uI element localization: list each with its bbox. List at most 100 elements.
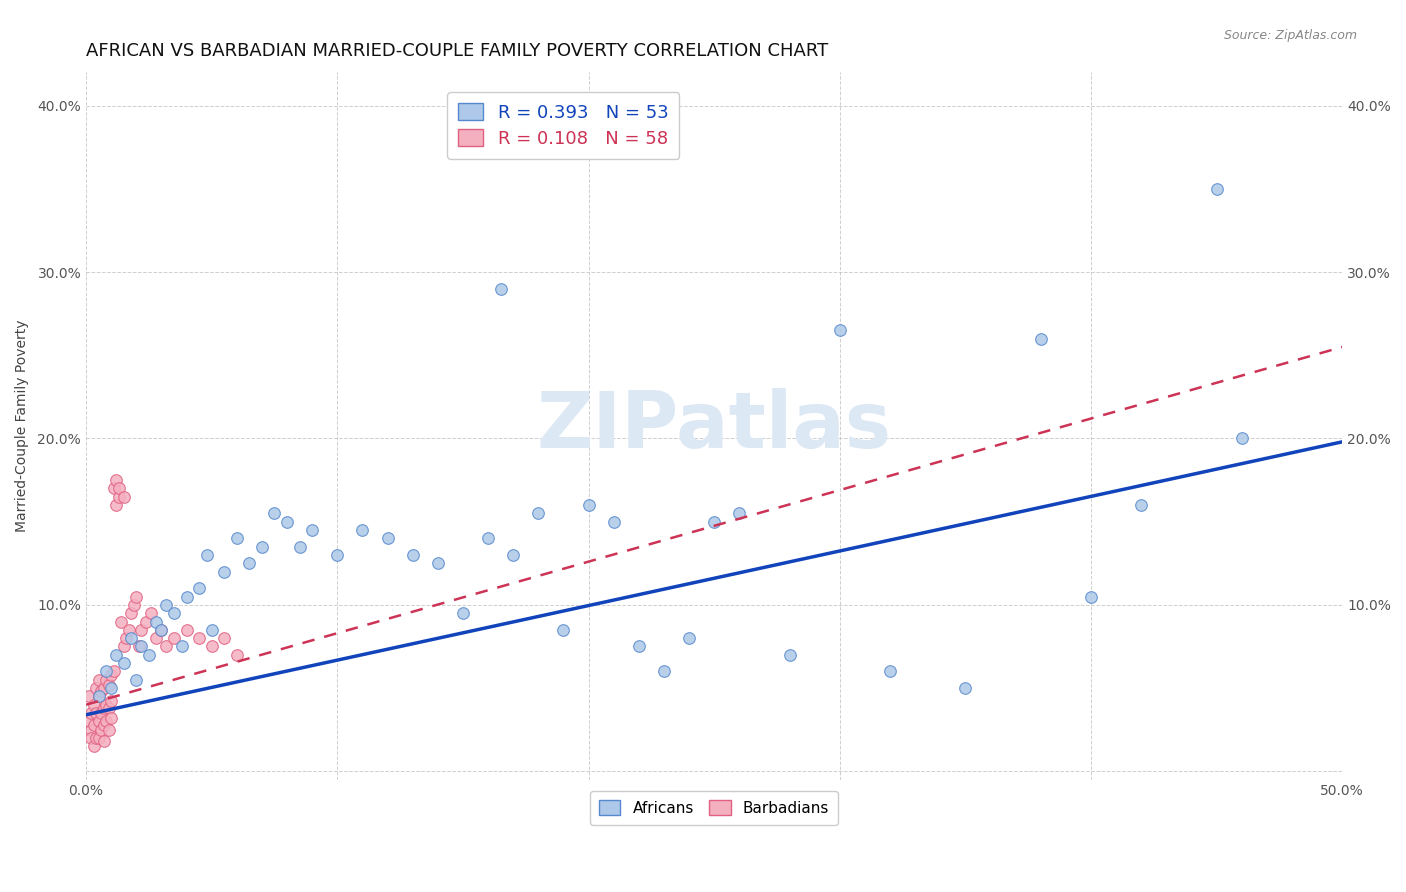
Point xyxy=(195,548,218,562)
Point xyxy=(879,665,901,679)
Y-axis label: Married-Couple Family Poverty: Married-Couple Family Poverty xyxy=(15,319,30,533)
Point xyxy=(97,678,120,692)
Point xyxy=(451,606,474,620)
Point xyxy=(83,717,105,731)
Point xyxy=(77,690,100,704)
Point xyxy=(93,681,115,695)
Point xyxy=(145,615,167,629)
Point xyxy=(120,606,142,620)
Point xyxy=(779,648,801,662)
Point xyxy=(120,631,142,645)
Point xyxy=(188,581,211,595)
Point xyxy=(703,515,725,529)
Point xyxy=(288,540,311,554)
Point xyxy=(212,565,235,579)
Point xyxy=(90,723,112,737)
Point xyxy=(131,640,153,654)
Point xyxy=(489,282,512,296)
Point xyxy=(87,714,110,729)
Point xyxy=(138,648,160,662)
Point xyxy=(145,631,167,645)
Point xyxy=(103,482,125,496)
Point xyxy=(93,701,115,715)
Point xyxy=(828,323,851,337)
Point xyxy=(83,739,105,754)
Point xyxy=(115,631,138,645)
Point xyxy=(131,623,153,637)
Point xyxy=(107,490,129,504)
Point xyxy=(602,515,624,529)
Point xyxy=(87,690,110,704)
Point xyxy=(90,684,112,698)
Point xyxy=(87,690,110,704)
Point xyxy=(125,590,148,604)
Point xyxy=(122,598,145,612)
Point xyxy=(728,507,751,521)
Point xyxy=(97,701,120,715)
Point xyxy=(678,631,700,645)
Point xyxy=(263,507,285,521)
Point xyxy=(84,731,107,745)
Point xyxy=(135,615,157,629)
Point xyxy=(652,665,675,679)
Point xyxy=(93,717,115,731)
Point xyxy=(150,623,173,637)
Point xyxy=(105,498,128,512)
Point xyxy=(90,706,112,720)
Point xyxy=(80,731,103,745)
Point xyxy=(96,673,118,687)
Point xyxy=(100,711,122,725)
Text: ZIPatlas: ZIPatlas xyxy=(537,388,891,464)
Point xyxy=(163,631,186,645)
Point xyxy=(955,681,977,695)
Point xyxy=(402,548,425,562)
Point xyxy=(578,498,600,512)
Point xyxy=(502,548,524,562)
Point xyxy=(105,648,128,662)
Text: AFRICAN VS BARBADIAN MARRIED-COUPLE FAMILY POVERTY CORRELATION CHART: AFRICAN VS BARBADIAN MARRIED-COUPLE FAMI… xyxy=(86,42,828,60)
Point xyxy=(426,556,449,570)
Point xyxy=(212,631,235,645)
Point xyxy=(1130,498,1153,512)
Point xyxy=(112,490,135,504)
Point xyxy=(84,706,107,720)
Point xyxy=(176,590,198,604)
Point xyxy=(155,598,177,612)
Point xyxy=(225,648,247,662)
Point xyxy=(97,723,120,737)
Point xyxy=(100,681,122,695)
Point xyxy=(118,623,141,637)
Point xyxy=(201,640,224,654)
Point xyxy=(276,515,298,529)
Point xyxy=(1230,432,1253,446)
Point xyxy=(150,623,173,637)
Point xyxy=(107,482,129,496)
Point xyxy=(100,667,122,681)
Point xyxy=(93,734,115,748)
Point xyxy=(527,507,550,521)
Point xyxy=(125,673,148,687)
Point xyxy=(96,714,118,729)
Legend: Africans, Barbadians: Africans, Barbadians xyxy=(591,791,838,825)
Point xyxy=(110,615,132,629)
Point xyxy=(250,540,273,554)
Point xyxy=(1205,182,1227,196)
Point xyxy=(83,698,105,712)
Point xyxy=(112,656,135,670)
Point xyxy=(176,623,198,637)
Point xyxy=(163,606,186,620)
Text: Source: ZipAtlas.com: Source: ZipAtlas.com xyxy=(1223,29,1357,42)
Point xyxy=(96,665,118,679)
Point xyxy=(352,523,374,537)
Point xyxy=(105,473,128,487)
Point xyxy=(301,523,323,537)
Point xyxy=(80,706,103,720)
Point xyxy=(1080,590,1102,604)
Point xyxy=(87,731,110,745)
Point xyxy=(77,714,100,729)
Point xyxy=(112,640,135,654)
Point xyxy=(627,640,650,654)
Point xyxy=(170,640,193,654)
Point xyxy=(80,723,103,737)
Point xyxy=(201,623,224,637)
